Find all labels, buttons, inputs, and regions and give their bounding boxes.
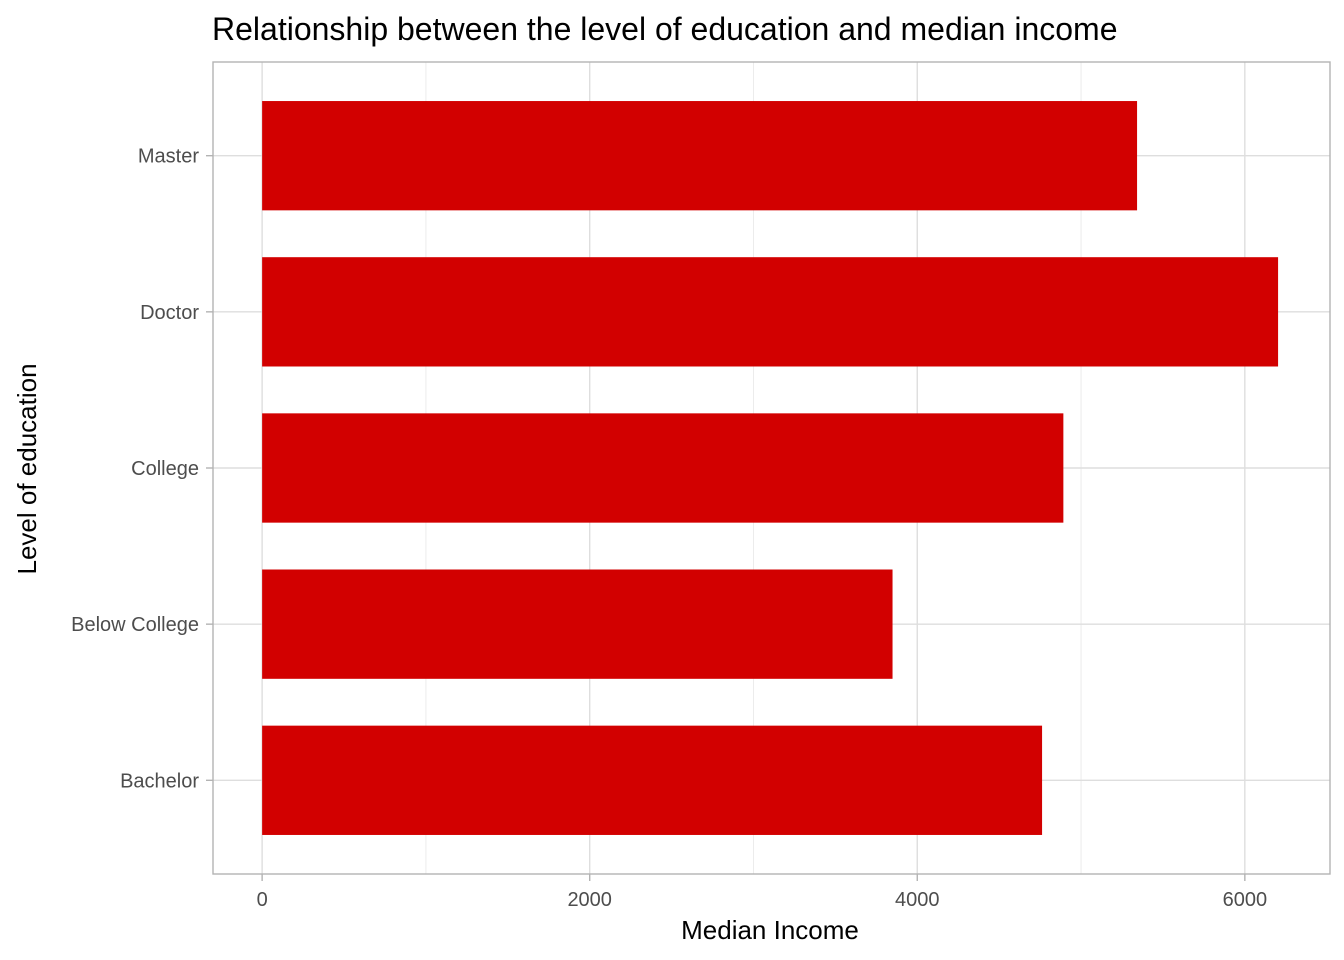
bars bbox=[262, 101, 1279, 835]
axes: Bachelor Below College College Doctor Master… bbox=[71, 146, 1267, 911]
x-tick-label: 6000 bbox=[1223, 889, 1268, 911]
y-tick-label: Bachelor bbox=[120, 770, 199, 792]
y-axis-title: Level of education bbox=[12, 363, 42, 574]
bar-below-college bbox=[262, 569, 893, 679]
x-tick-label: 0 bbox=[257, 889, 268, 911]
bar-doctor bbox=[262, 257, 1279, 367]
x-axis-title: Median Income bbox=[681, 915, 859, 945]
x-tick-label: 2000 bbox=[567, 889, 612, 911]
y-tick-label: College bbox=[131, 458, 199, 480]
y-tick-label: Doctor bbox=[140, 302, 199, 324]
bar-master bbox=[262, 101, 1138, 211]
bar-college bbox=[262, 413, 1064, 523]
bar-bachelor bbox=[262, 725, 1043, 835]
chart-title: Relationship between the level of educat… bbox=[212, 11, 1117, 47]
x-tick-label: 4000 bbox=[895, 889, 940, 911]
y-tick-label: Master bbox=[138, 146, 199, 168]
y-tick-label: Below College bbox=[71, 614, 199, 636]
